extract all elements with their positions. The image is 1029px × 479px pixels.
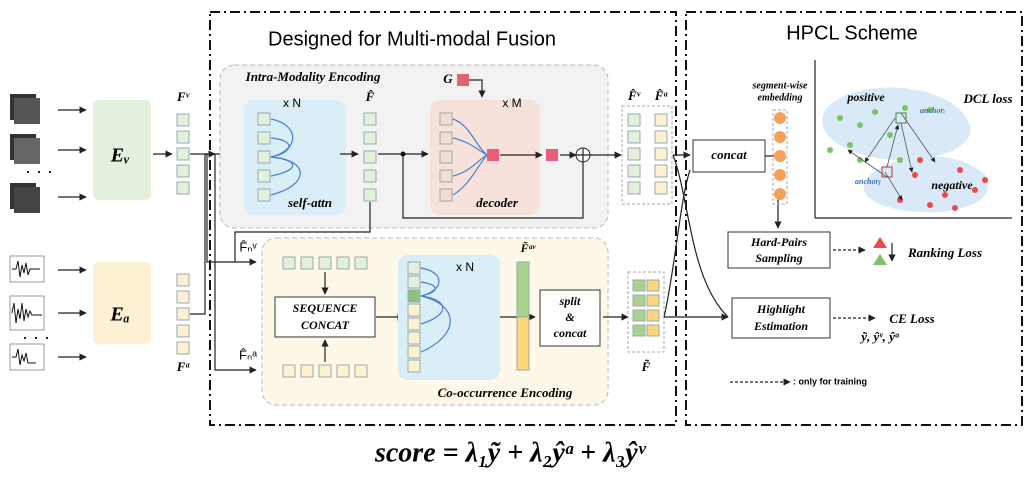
block-label: & — [565, 310, 575, 324]
block-label: CONCAT — [301, 318, 350, 332]
block-label: Highlight — [756, 302, 806, 316]
block-label: SEQUENCE — [293, 301, 358, 315]
block-label: decoder — [476, 195, 519, 210]
loss-label: CE Loss — [889, 311, 934, 326]
repeat-label: x M — [502, 96, 521, 110]
block-label: Estimation — [753, 319, 808, 333]
block-label: split — [559, 294, 581, 308]
anchor-label: anchorⱼ — [855, 177, 882, 186]
repeat-label: x N — [283, 96, 301, 110]
layout: · · · · · · — [10, 12, 1022, 425]
output-label: ỹ, ŷᵛ, ŷᵃ — [859, 329, 900, 344]
feature-label: F̃ — [641, 359, 651, 374]
embedding-label: embedding — [758, 92, 803, 103]
diagram: · · · · · · Designed for Multi-modal Fus… — [0, 0, 1029, 474]
formula: score = λ₁ỹ + λ₂ŷᵃ + λ₃ŷᵛ — [374, 437, 647, 468]
block-label: Sampling — [755, 251, 802, 265]
feature-label: F̂ᵛ — [627, 88, 641, 103]
block-label: Hard-Pairs — [750, 235, 807, 249]
svg-text:· · ·: · · · — [25, 161, 53, 181]
feature-label: Fᵃ — [176, 359, 191, 374]
loss-label: Ranking Loss — [907, 245, 982, 260]
feature-label: F̃ᵃᵛ — [520, 241, 537, 255]
video-encoder: Eᵥ — [110, 145, 130, 167]
feature-label: Fᵛ — [176, 89, 190, 104]
cluster-label: negative — [931, 178, 973, 192]
cluster-label: positive — [846, 90, 885, 104]
feature-label: F̂ — [365, 89, 375, 104]
feature-label: F̂ₙᵛ — [239, 239, 257, 254]
embedding-label: segment-wise — [752, 80, 809, 91]
anchor-label: anchorᵢ — [920, 106, 946, 115]
query-label: G — [443, 71, 453, 86]
block-label: self-attn — [287, 195, 332, 210]
region-label: Intra-Modality Encoding — [245, 69, 381, 84]
block-label: concat — [711, 147, 747, 162]
feature-label: F̂ᵃ — [654, 88, 669, 103]
fusion-title: Designed for Multi-modal Fusion — [268, 28, 556, 50]
region-label: Co-occurrence Encoding — [438, 385, 573, 400]
block-label: concat — [554, 326, 587, 340]
feature-label: F̂ₙᵃ — [239, 347, 257, 362]
legend-note: : only for training — [793, 376, 867, 386]
audio-encoder: Eₐ — [109, 304, 129, 326]
hpcl-title: HPCL Scheme — [786, 22, 918, 44]
loss-label: DCL loss — [963, 91, 1013, 106]
svg-text:· · ·: · · · — [22, 327, 50, 347]
repeat-label: x N — [456, 260, 474, 274]
